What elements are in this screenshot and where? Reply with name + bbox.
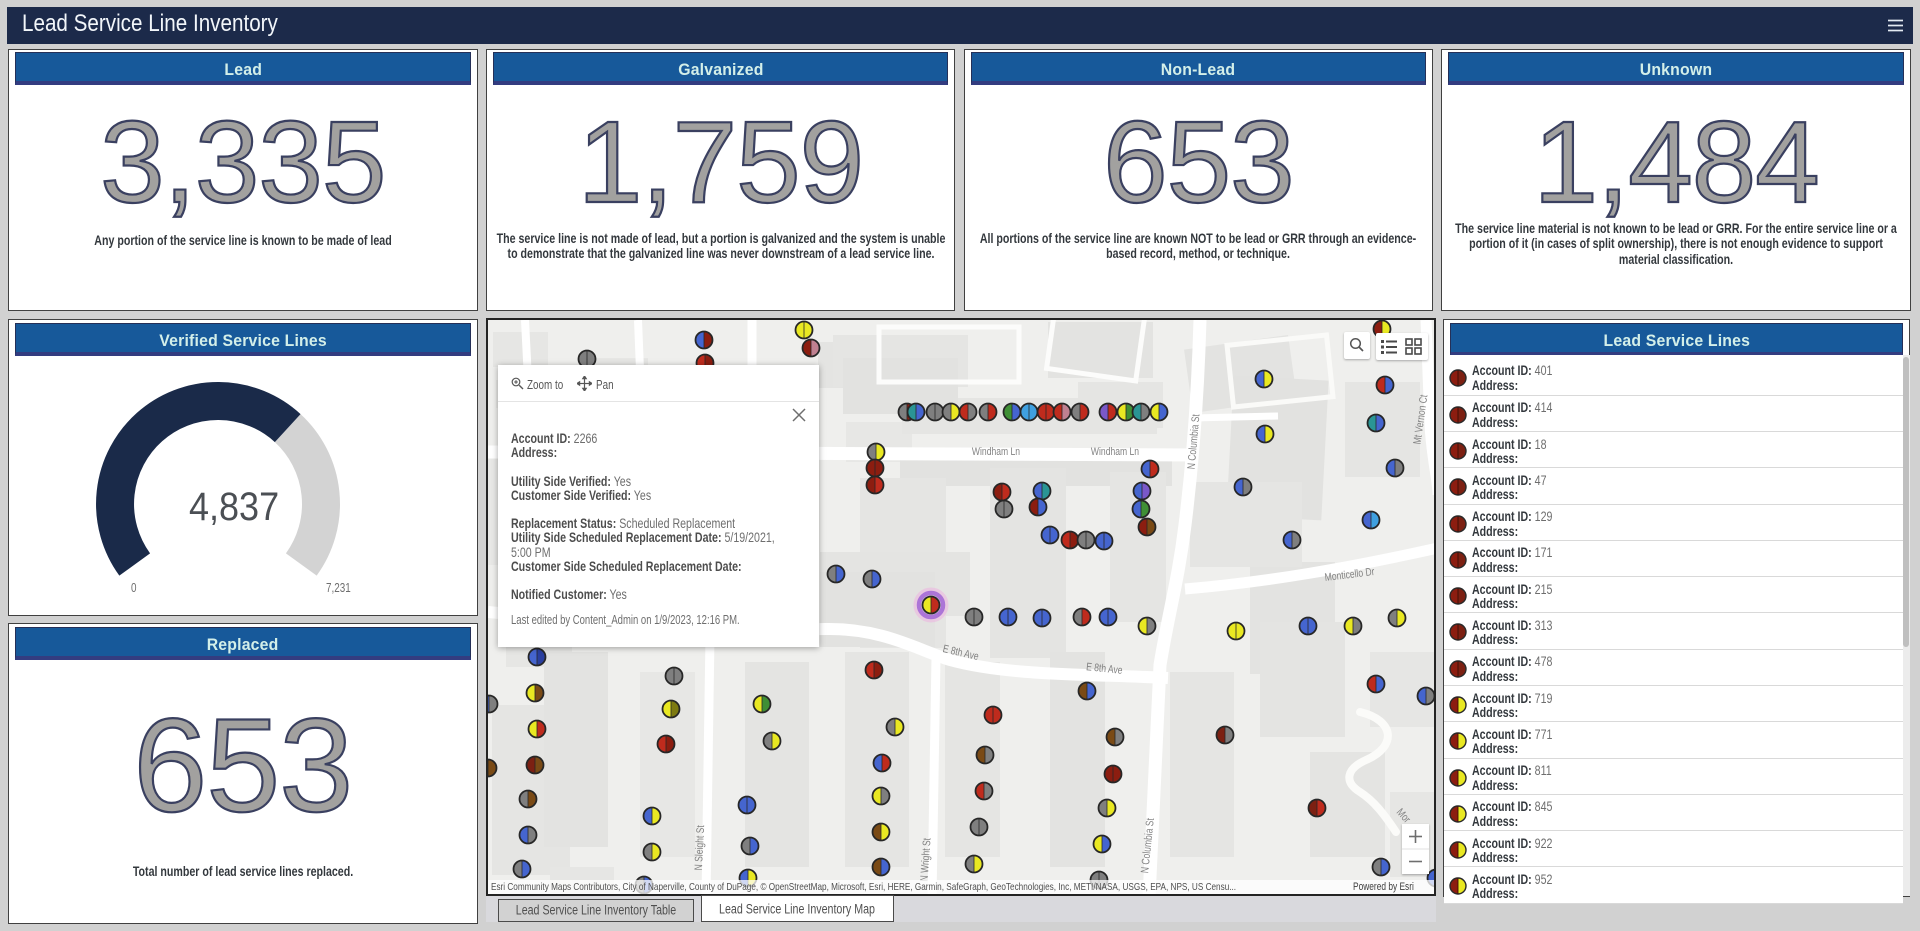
svg-text:N Columbia St: N Columbia St <box>1139 817 1157 873</box>
svg-text:Windham Ln: Windham Ln <box>1091 446 1139 458</box>
svg-text:N Wright St: N Wright St <box>919 837 934 882</box>
svg-text:Monticello Dr: Monticello Dr <box>1324 566 1376 584</box>
svg-text:E 8th Ave: E 8th Ave <box>1085 661 1123 677</box>
svg-text:Windham Ln: Windham Ln <box>972 446 1020 458</box>
svg-text:N Columbia St: N Columbia St <box>1186 413 1203 469</box>
svg-text:N Sleight St: N Sleight St <box>693 825 708 871</box>
